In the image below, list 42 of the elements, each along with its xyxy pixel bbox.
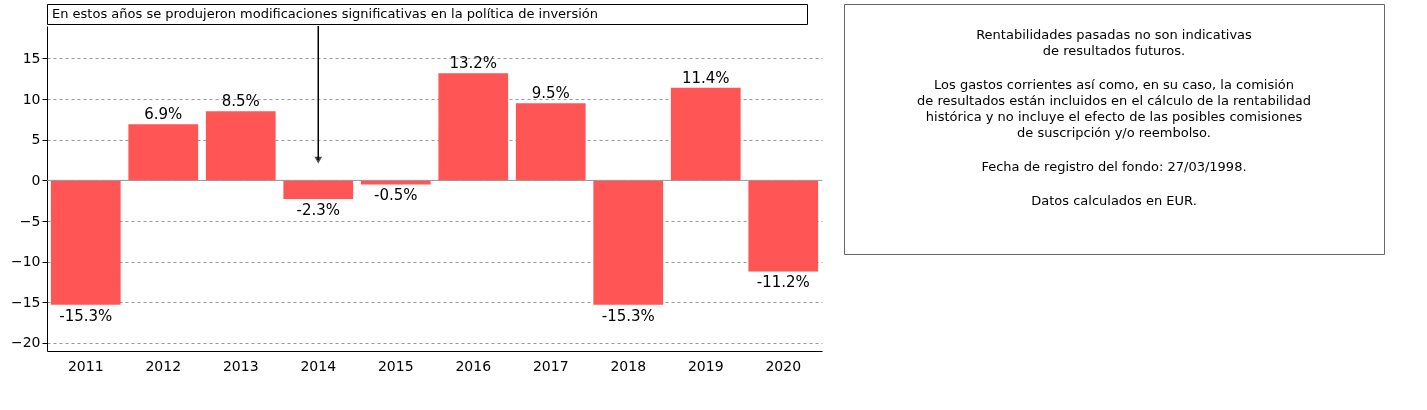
data-label: 6.9% (144, 105, 183, 124)
x-tick-label: 2012 (145, 357, 182, 374)
y-tick-label: −20 (10, 334, 41, 351)
y-tick-label: 5 (31, 131, 41, 148)
bar (205, 111, 276, 181)
data-label: -15.3% (601, 306, 655, 325)
bar (50, 180, 121, 305)
data-label: 11.4% (681, 68, 730, 87)
bar (670, 87, 741, 181)
data-label: -0.5% (373, 186, 418, 205)
y-tick-label: 10 (22, 90, 41, 107)
x-tick-label: 2014 (300, 357, 337, 374)
bar (593, 180, 664, 305)
bar (748, 180, 819, 272)
bar (438, 73, 509, 181)
y-tick-label: 15 (22, 50, 41, 66)
data-label: -11.2% (756, 273, 810, 292)
text: Rentabilidades pasadas no son indicativas de resultados futuros. (976, 27, 1253, 58)
annotation: En estos años se produjeron modificaciones significativas en la política de inversión (52, 6, 599, 21)
text: Datos calculados en EUR. (1031, 193, 1197, 208)
y-tick-label: −10 (10, 253, 41, 270)
x-tick-label: 2011 (67, 357, 104, 374)
data-label: -2.3% (296, 201, 341, 220)
text: Los gastos corrientes así como, en su caso, la comisión de resultados están incluidos en el cálculo de la rentabilidad histórica y no incluye el efecto de las posibles comisiones de suscripción y/o reembolso. (917, 77, 1311, 140)
y-tick-label: 0 (31, 171, 41, 188)
x-tick-label: 2018 (610, 357, 647, 374)
bar (128, 124, 199, 181)
x-tick-label: 2019 (687, 357, 724, 374)
x-tick-label: 2016 (455, 357, 492, 374)
bar (515, 103, 586, 181)
data-label: 13.2% (449, 54, 498, 73)
data-label: 8.5% (221, 92, 260, 111)
y-tick-label: −5 (19, 212, 41, 229)
bar (283, 180, 354, 200)
x-tick-label: 2015 (377, 357, 414, 374)
data-label: 9.5% (531, 84, 570, 103)
x-tick-label: 2013 (222, 357, 259, 374)
text: Fecha de registro del fondo: 27/03/1998. (981, 159, 1247, 174)
x-tick-label: 2017 (532, 357, 569, 374)
data-label: -15.3% (59, 306, 113, 325)
y-tick-label: −15 (10, 293, 41, 310)
x-tick-label: 2020 (765, 357, 802, 374)
